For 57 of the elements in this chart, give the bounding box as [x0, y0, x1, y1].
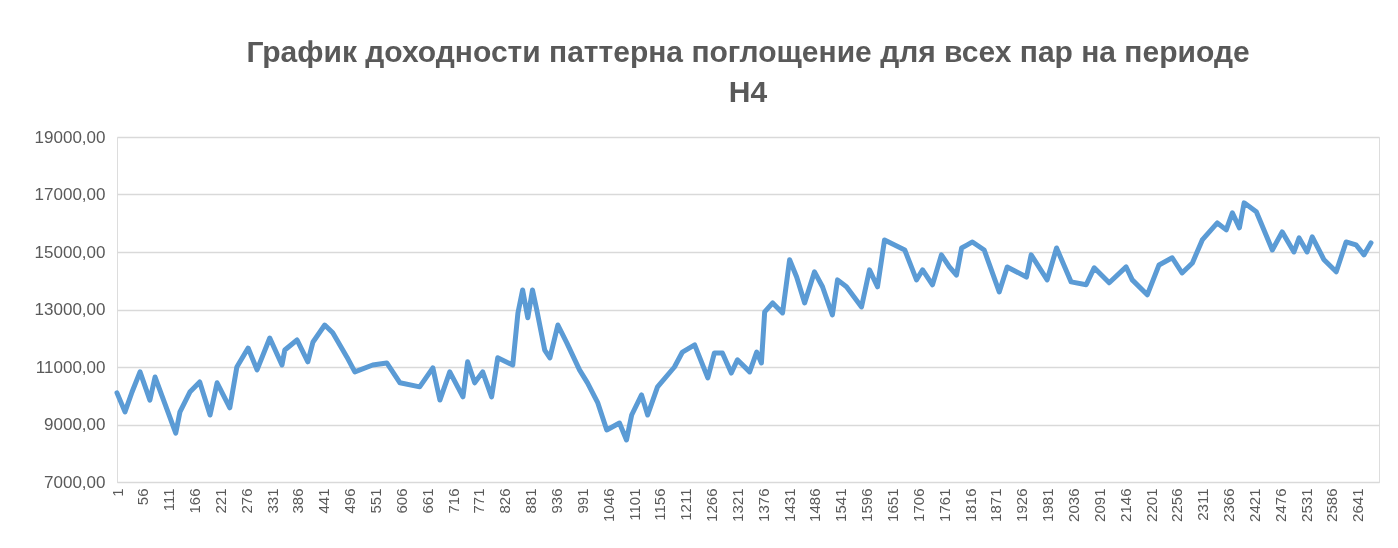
x-tick-label: 606 [392, 488, 410, 514]
x-tick-label: 331 [263, 488, 281, 514]
chart-title: График доходности паттерна поглощение для всех пар на периоде H4 [246, 35, 1250, 108]
x-tick-label: 166 [186, 488, 204, 514]
x-tick-label: 2091 [1090, 488, 1108, 522]
x-tick-label: 826 [496, 488, 514, 514]
x-tick-label: 2586 [1323, 488, 1341, 522]
x-tick-label: 1761 [935, 488, 953, 522]
x-tick-label: 276 [237, 488, 255, 514]
x-tick-label: 2146 [1116, 488, 1134, 522]
x-tick-label: 2201 [1142, 488, 1160, 522]
x-tick-label: 2366 [1220, 488, 1238, 522]
x-tick-label: 2421 [1245, 488, 1263, 522]
x-tick-label: 386 [289, 488, 307, 514]
x-tick-label: 1981 [1039, 488, 1057, 522]
y-tick-label: 19000,00 [34, 127, 106, 147]
x-tick-label: 1541 [832, 488, 850, 522]
x-tick-label: 1816 [961, 488, 979, 522]
x-tick-label: 771 [470, 488, 488, 514]
y-tick-label: 13000,00 [34, 300, 106, 319]
x-tick-label: 881 [522, 488, 540, 514]
x-tick-label: 1431 [780, 488, 798, 522]
x-tick-label: 1926 [1013, 488, 1031, 522]
x-tick-label: 1101 [625, 488, 643, 521]
x-tick-label: 551 [367, 488, 385, 514]
x-tick-label: 1596 [858, 488, 876, 522]
x-tick-label: 2311 [1194, 488, 1212, 521]
x-tick-label: 716 [444, 488, 462, 514]
x-tick-label: 2531 [1297, 488, 1315, 522]
x-tick-label: 1321 [728, 488, 746, 522]
x-tick-label: 2641 [1349, 488, 1367, 522]
x-tick-label: 56 [134, 488, 152, 506]
y-tick-label: 17000,00 [34, 185, 106, 204]
x-tick-label: 111 [160, 488, 178, 512]
y-tick-label: 15000,00 [34, 242, 106, 262]
y-tick-label: 11000,00 [35, 357, 106, 377]
x-tick-label: 1156 [651, 488, 669, 521]
x-tick-label: 936 [547, 488, 565, 514]
x-tick-label: 1 [108, 488, 126, 497]
y-tick-label: 9000,00 [44, 415, 106, 434]
x-tick-label: 1046 [599, 488, 617, 522]
x-tick-label: 1871 [987, 488, 1005, 522]
x-tick-label: 1706 [909, 488, 927, 522]
x-tick-label: 2476 [1271, 488, 1289, 522]
x-tick-label: 496 [341, 488, 359, 514]
x-tick-label: 441 [315, 488, 333, 514]
x-tick-label: 2256 [1168, 488, 1186, 522]
x-tick-label: 221 [211, 488, 229, 514]
x-tick-label: 991 [573, 488, 591, 514]
x-tick-label: 1651 [884, 488, 902, 522]
x-tick-label: 2036 [1064, 488, 1082, 522]
x-tick-label: 1486 [806, 488, 824, 522]
x-tick-label: 661 [418, 488, 436, 514]
x-tick-label: 1376 [754, 488, 772, 522]
y-tick-label: 7000,00 [44, 472, 106, 492]
x-tick-label: 1266 [703, 488, 721, 522]
x-tick-label: 1211 [677, 488, 695, 521]
